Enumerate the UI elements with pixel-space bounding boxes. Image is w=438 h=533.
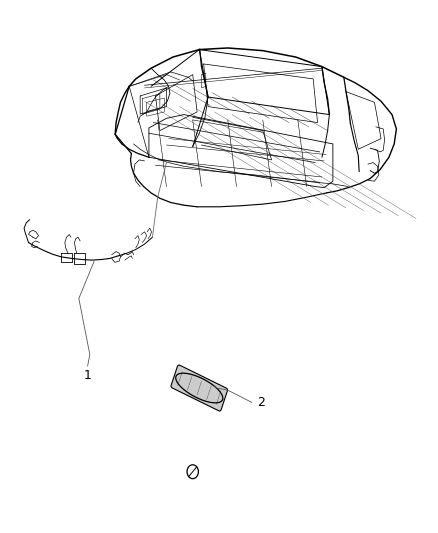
FancyBboxPatch shape [171, 365, 228, 411]
Text: 2: 2 [257, 396, 265, 409]
Text: 1: 1 [84, 369, 92, 382]
